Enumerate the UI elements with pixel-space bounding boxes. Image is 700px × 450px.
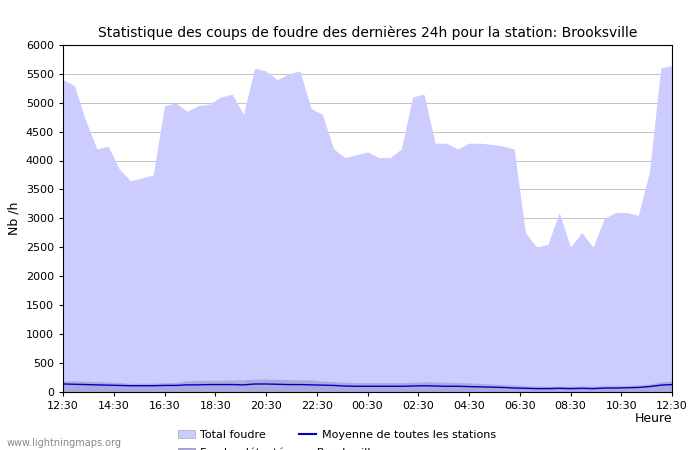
Text: Heure: Heure <box>634 412 672 425</box>
Legend: Foudre détectée par Brooksville: Foudre détectée par Brooksville <box>178 447 378 450</box>
Y-axis label: Nb /h: Nb /h <box>7 202 20 235</box>
Title: Statistique des coups de foudre des dernières 24h pour la station: Brooksville: Statistique des coups de foudre des dern… <box>98 25 637 40</box>
Text: www.lightningmaps.org: www.lightningmaps.org <box>7 438 122 448</box>
